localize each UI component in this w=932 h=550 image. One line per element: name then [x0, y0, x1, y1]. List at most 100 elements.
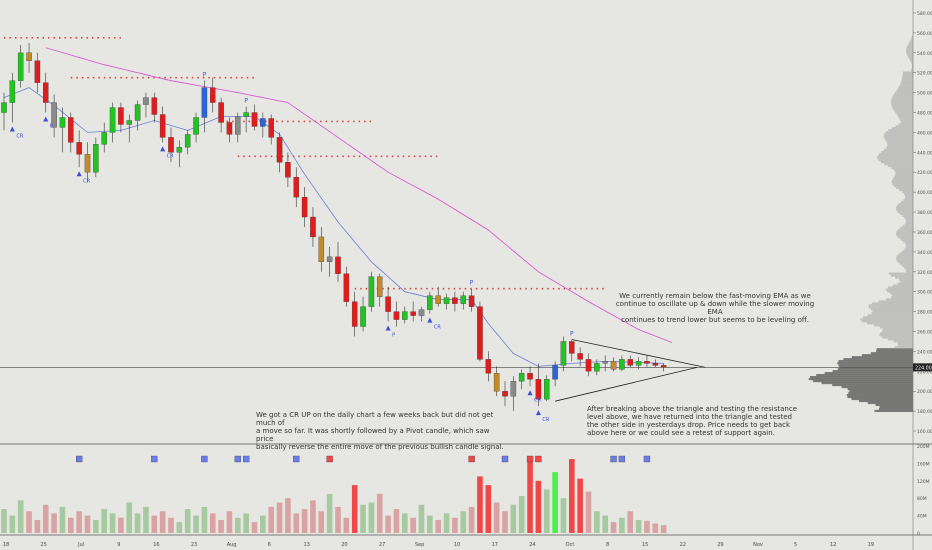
candle-body — [285, 162, 291, 178]
time-tick-label: Nov — [753, 542, 763, 548]
price-tick-label: 500.00 — [917, 91, 932, 97]
volume-profile-bin — [890, 292, 913, 295]
volume-bar — [585, 491, 592, 533]
volume-tick-label: 200M — [917, 444, 930, 450]
volume-profile-bin — [838, 364, 913, 367]
signal-label: CR — [542, 417, 549, 423]
candle-body — [660, 365, 667, 368]
volume-profile-bin — [896, 204, 913, 207]
volume-profile-bin — [851, 397, 913, 401]
volume-profile-bin — [872, 302, 913, 305]
price-tick-label: 480.00 — [917, 111, 932, 117]
volume-profile-bin — [905, 268, 913, 271]
volume-profile-bin — [883, 135, 913, 138]
price-tick-label: 460.00 — [917, 130, 932, 136]
signal-triangle-up — [427, 317, 433, 323]
time-tick-label: 8 — [606, 542, 609, 548]
volume-profile-bin — [846, 393, 913, 397]
candle-body — [43, 82, 49, 103]
volume-profile-bin — [910, 69, 913, 72]
volume-bar — [360, 504, 366, 533]
volume-profile-bin — [868, 304, 913, 307]
annotation-triangle: After breaking above the triangle and te… — [587, 405, 798, 437]
volume-signal-tag — [242, 455, 250, 463]
volume-profile-bin — [906, 51, 913, 54]
time-tick-label: 22 — [680, 542, 686, 548]
volume-bar — [276, 502, 283, 533]
candle-body — [301, 196, 308, 218]
volume-profile-bin — [906, 49, 913, 52]
volume-profile-bin — [868, 306, 913, 309]
volume-bar — [260, 515, 266, 533]
volume-profile-bin — [887, 145, 913, 148]
volume-profile-bin — [905, 218, 913, 221]
volume-bar — [176, 522, 183, 533]
volume-profile-bin — [885, 139, 913, 142]
candle-body — [318, 236, 325, 262]
volume-profile-bin — [810, 376, 913, 379]
volume-profile-bin — [896, 258, 913, 261]
signal-label: P — [470, 280, 474, 287]
volume-profile-bin — [898, 123, 913, 126]
volume-profile-bin — [902, 224, 913, 227]
volume-bar — [318, 511, 325, 533]
volume-profile-bin — [900, 81, 913, 84]
price-tick-label: 520.00 — [917, 71, 932, 77]
price-tick-label: 580.00 — [917, 11, 932, 17]
candle-body — [385, 296, 391, 312]
price-tick-label: 420.00 — [917, 170, 932, 176]
volume-profile-bin — [907, 43, 913, 46]
volume-signal-tag — [468, 455, 475, 463]
volume-bar — [652, 523, 659, 533]
volume-bar — [68, 517, 74, 533]
price-tick-label: 540.00 — [917, 51, 932, 57]
volume-profile-bin — [899, 117, 913, 120]
candle-body — [235, 116, 241, 135]
candle-body — [594, 363, 600, 372]
candle-body — [569, 341, 575, 354]
volume-bar — [134, 513, 141, 533]
candle-body — [9, 80, 16, 103]
volume-bar — [543, 489, 550, 533]
volume-profile-bin — [892, 294, 913, 297]
volume-bar — [627, 511, 634, 533]
resistance-lines — [4, 37, 606, 290]
time-tick-label: 19 — [868, 542, 874, 548]
signal-label: CR — [167, 153, 174, 159]
time-tick-label: Sep — [415, 542, 424, 548]
signal-label: CR — [434, 325, 441, 331]
volume-bar — [343, 517, 350, 533]
triangle-upper-line — [571, 339, 706, 368]
volume-profile-bin — [900, 121, 913, 124]
volume-bar — [552, 472, 558, 533]
candle-body — [360, 306, 366, 327]
volume-profile-bin — [905, 246, 913, 249]
candle-body — [184, 134, 191, 148]
candlesticks — [1, 42, 667, 412]
volume-profile-bin — [907, 55, 913, 58]
candle-body — [460, 295, 466, 304]
volume-profile-bin — [847, 387, 913, 391]
volume-profile-bin — [897, 254, 913, 257]
volume-profile-bin — [878, 407, 913, 411]
volume-profile-bin — [874, 324, 913, 327]
volume-profile-bin — [895, 125, 913, 128]
volume-tick-label: 160M — [917, 461, 930, 467]
volume-profile-bin — [896, 230, 913, 233]
volume-bar — [34, 519, 41, 533]
volume-bar — [209, 513, 216, 533]
volume-profile-bin — [899, 85, 913, 88]
volume-profile-bin — [906, 53, 913, 56]
candle-body — [527, 373, 533, 380]
volume-profile-bin — [832, 370, 913, 373]
volume-profile-bin — [812, 379, 913, 383]
time-tick-label: 15 — [642, 542, 648, 548]
volume-profile-bin — [904, 222, 913, 225]
volume-profile-bin — [893, 109, 913, 112]
volume-bar — [376, 493, 383, 533]
volume-profile-bin — [904, 192, 913, 196]
candle-body — [535, 379, 542, 400]
volume-profile-bin — [887, 164, 913, 168]
volume-bar — [560, 498, 567, 533]
